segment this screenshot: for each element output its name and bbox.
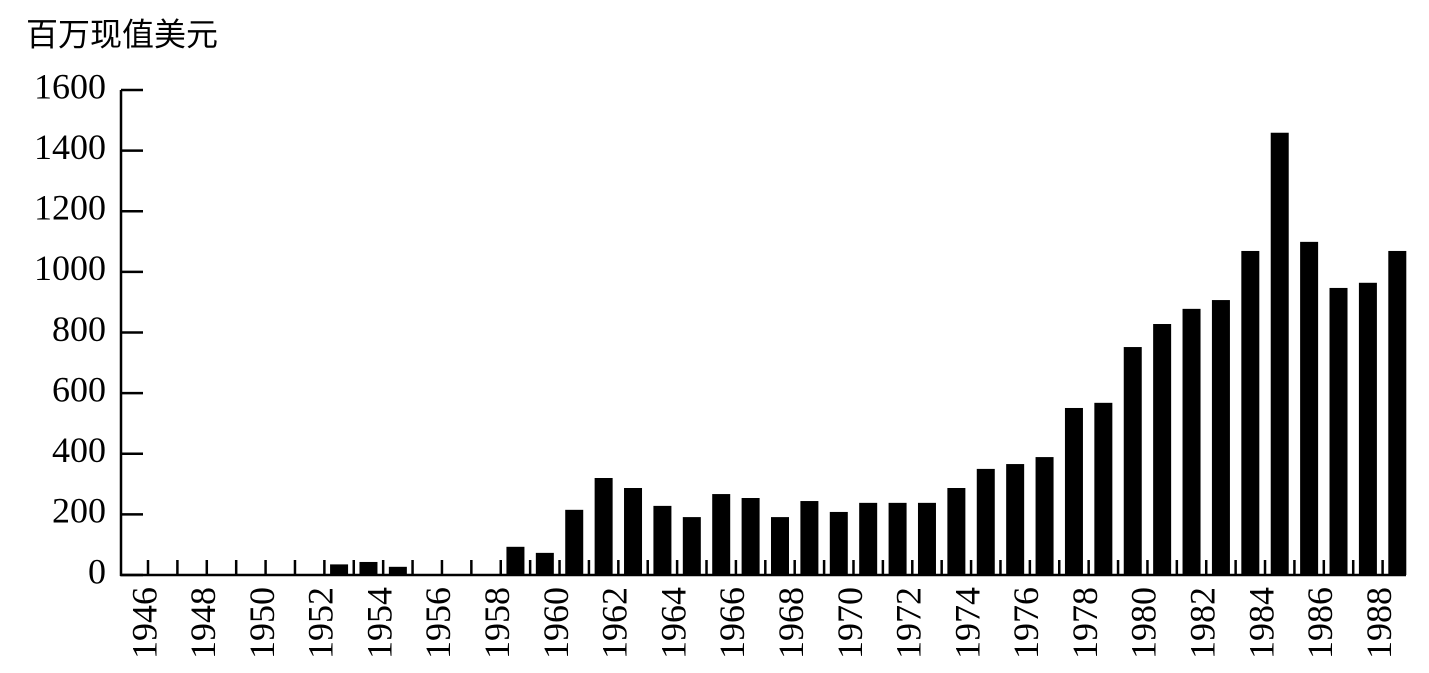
x-tick-label: 1970 [830,587,870,659]
x-tick-label: 1954 [359,587,399,659]
x-tick-label: 1980 [1124,587,1164,659]
y-tick-label: 400 [52,430,106,470]
x-tick-label: 1966 [712,587,752,659]
bar [1300,241,1319,575]
x-tick-label: 1960 [536,587,576,659]
y-tick-label: 0 [88,551,106,591]
x-tick-label: 1950 [242,587,282,659]
x-tick-label: 1982 [1182,587,1222,659]
x-tick-label: 1988 [1359,587,1399,659]
bar [624,488,643,575]
y-tick-label: 200 [52,491,106,531]
bar [359,561,378,575]
bar [859,502,878,575]
bar [1182,308,1201,575]
bar [829,511,848,575]
bar [1064,407,1083,575]
bar [1329,287,1348,575]
bar [1211,300,1230,575]
x-tick-label: 1974 [947,587,987,659]
bar [682,517,701,575]
y-tick-label: 1400 [34,127,106,167]
bar [594,478,613,575]
x-tick-label: 1984 [1241,587,1281,659]
bar [506,546,525,575]
bar [1153,324,1172,575]
y-tick-label: 1600 [34,66,106,106]
bar [888,502,907,575]
bar [1035,457,1054,575]
bar [1388,250,1407,575]
bar [917,502,936,575]
x-tick-label: 1956 [418,587,458,659]
bar [1270,132,1289,575]
x-tick-label: 1972 [889,587,929,659]
bar [800,501,819,575]
bar [330,564,349,575]
x-tick-label: 1976 [1006,587,1046,659]
x-tick-label: 1986 [1300,587,1340,659]
bar [535,552,554,575]
bar [1241,250,1260,575]
x-tick-label: 1958 [477,587,517,659]
bar [565,509,584,575]
bar [976,468,995,575]
bar [1358,282,1377,575]
y-tick-label: 1000 [34,248,106,288]
x-tick-label: 1948 [183,587,223,659]
bar [388,566,407,575]
y-tick-label: 600 [52,369,106,409]
bar [741,498,760,575]
x-tick-label: 1952 [301,587,341,659]
y-tick-label: 1200 [34,188,106,228]
bar [1006,464,1025,575]
x-tick-label: 1978 [1065,587,1105,659]
x-tick-label: 1964 [653,587,693,659]
bar [1123,347,1142,575]
bar [712,494,731,575]
x-tick-label: 1962 [595,587,635,659]
bar [771,517,789,575]
bar [947,488,966,575]
x-tick-label: 1968 [771,587,811,659]
bar [1094,402,1113,575]
bar [653,505,672,575]
y-axis-label: 百万现值美元 [26,16,218,52]
y-tick-label: 800 [52,309,106,349]
x-tick-label: 1946 [124,587,164,659]
